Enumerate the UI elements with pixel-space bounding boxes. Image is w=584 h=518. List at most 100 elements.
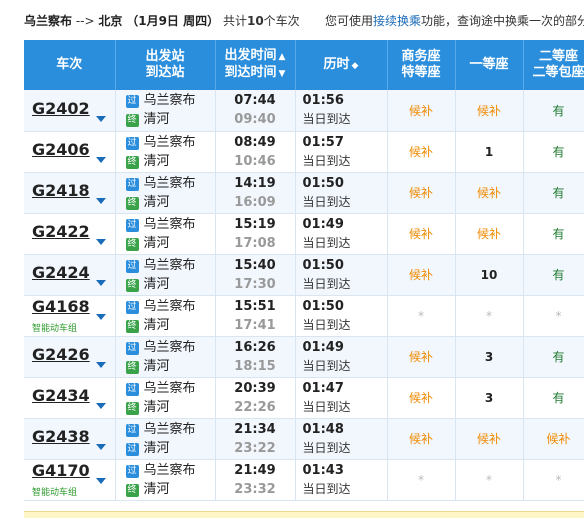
terminal-station-icon: 终: [125, 401, 139, 415]
chevron-down-icon[interactable]: [95, 362, 106, 368]
duration: 01:49: [302, 216, 344, 232]
chevron-down-icon[interactable]: [95, 198, 106, 204]
arrival-time: 22:26: [234, 399, 276, 415]
to-station: 清河: [143, 317, 170, 333]
business-seat-status: *: [387, 295, 456, 337]
business-seat-status[interactable]: 候补: [387, 336, 456, 378]
departure-time: 20:39: [234, 380, 276, 396]
train-cell: G4168 智能动车组: [24, 295, 116, 337]
second-class-status[interactable]: 有: [523, 172, 584, 214]
table-row[interactable]: G2406 过乌兰察布 终清河 08:49 10:46 01:57 当日到达 候…: [24, 131, 584, 173]
first-class-status[interactable]: 候补: [455, 213, 524, 255]
table-row[interactable]: G2438 过乌兰察布 过清河 21:34 23:22 01:48 当日到达 候…: [24, 418, 584, 460]
table-row[interactable]: G2402 过乌兰察布 终清河 07:44 09:40 01:56 当日到达 候…: [24, 90, 584, 132]
transfer-link[interactable]: 接续换乘: [373, 14, 422, 28]
train-number-link[interactable]: G2434: [32, 386, 90, 405]
chevron-down-icon[interactable]: [95, 115, 106, 122]
business-seat-status: *: [387, 459, 456, 501]
arrival-time: 17:30: [234, 276, 276, 292]
arrival-day: 当日到达: [302, 276, 351, 291]
time-cell: 15:40 17:30: [215, 254, 296, 296]
first-class-status[interactable]: 候补: [455, 90, 524, 132]
business-seat-status[interactable]: 候补: [387, 172, 456, 214]
second-class-status[interactable]: 候补: [523, 418, 584, 460]
train-number-link[interactable]: G2426: [32, 345, 90, 364]
train-number-link[interactable]: G2438: [32, 427, 90, 446]
second-class-status[interactable]: 有: [523, 131, 584, 173]
to-city: 北京: [98, 14, 123, 28]
time-cell: 21:34 23:22: [215, 418, 296, 460]
first-class-status[interactable]: 3: [455, 336, 524, 378]
to-station: 清河: [143, 399, 170, 415]
sort-icon[interactable]: ◆: [351, 60, 359, 71]
chevron-down-icon[interactable]: [95, 478, 106, 484]
table-row[interactable]: G4168 智能动车组 过乌兰察布 终清河 15:51 17:41 01:50 …: [24, 295, 584, 337]
second-class-status[interactable]: 有: [523, 213, 584, 255]
duration-cell: 01:57 当日到达: [295, 131, 388, 173]
pass-station-icon: 过: [125, 136, 139, 150]
train-number-link[interactable]: G4170: [32, 461, 90, 480]
duration: 01:47: [302, 380, 344, 396]
pass-station-icon: 过: [125, 95, 139, 109]
header-stations: 出发站 到达站: [115, 40, 216, 90]
table-header-row: 车次 出发站 到达站 出发时间 ▲ 到达时间 ▼ 历时 ◆ 商务座 特等座 一等座 二等座…: [24, 40, 584, 90]
second-class-status[interactable]: 有: [523, 254, 584, 296]
second-class-status[interactable]: 有: [523, 90, 584, 132]
sort-down-icon[interactable]: ▼: [278, 69, 286, 79]
chevron-down-icon[interactable]: [95, 314, 106, 320]
header-times[interactable]: 出发时间 ▲ 到达时间 ▼: [215, 40, 296, 90]
train-number-link[interactable]: G2402: [32, 98, 90, 118]
business-seat-status[interactable]: 候补: [387, 131, 456, 173]
table-row[interactable]: G2422 过乌兰察布 终清河 15:19 17:08 01:49 当日到达 候…: [24, 213, 584, 255]
chevron-down-icon[interactable]: [95, 444, 106, 450]
count-suffix: 个车次: [263, 14, 300, 28]
train-number-link[interactable]: G2424: [32, 263, 90, 282]
train-number-link[interactable]: G2418: [32, 181, 90, 200]
table-row[interactable]: G4170 智能动车组 过乌兰察布 终清河 21:49 23:32 01:43 …: [24, 459, 584, 501]
from-station: 乌兰察布: [143, 421, 196, 437]
train-number-link[interactable]: G2406: [32, 140, 90, 159]
table-row[interactable]: G2426 过乌兰察布 终清河 16:26 18:15 01:49 当日到达 候…: [24, 336, 584, 378]
departure-time: 07:44: [234, 93, 276, 109]
second-class-status[interactable]: 有: [523, 377, 584, 419]
business-seat-status[interactable]: 候补: [387, 418, 456, 460]
arrival-day: 当日到达: [302, 317, 351, 332]
sort-up-icon[interactable]: ▲: [278, 52, 286, 62]
from-station: 乌兰察布: [143, 380, 196, 396]
chevron-down-icon[interactable]: [95, 403, 106, 409]
business-seat-status[interactable]: 候补: [387, 90, 456, 132]
first-class-status[interactable]: 候补: [455, 172, 524, 214]
chevron-down-icon[interactable]: [95, 280, 106, 286]
terminal-station-icon: 终: [125, 483, 139, 497]
duration: 01:43: [302, 462, 344, 478]
station-cell: 过乌兰察布 终清河: [115, 213, 216, 255]
business-seat-status[interactable]: 候补: [387, 377, 456, 419]
train-number-link[interactable]: G2422: [32, 222, 90, 241]
first-class-status[interactable]: 3: [455, 377, 524, 419]
bottom-notice-strip: [24, 511, 584, 518]
table-row[interactable]: G2418 过乌兰察布 终清河 14:19 16:09 01:50 当日到达 候…: [24, 172, 584, 214]
table-row[interactable]: G2434 过乌兰察布 终清河 20:39 22:26 01:47 当日到达 候…: [24, 377, 584, 419]
duration: 01:50: [302, 257, 344, 273]
from-station: 乌兰察布: [143, 93, 196, 109]
first-class-status[interactable]: 候补: [455, 418, 524, 460]
business-seat-status[interactable]: 候补: [387, 254, 456, 296]
header-duration[interactable]: 历时 ◆: [295, 40, 388, 90]
business-seat-status[interactable]: 候补: [387, 213, 456, 255]
second-class-status[interactable]: 有: [523, 336, 584, 378]
arrival-time: 17:08: [234, 235, 276, 251]
station-cell: 过乌兰察布 终清河: [115, 254, 216, 296]
time-cell: 07:44 09:40: [215, 90, 296, 132]
pass-station-icon: 过: [125, 300, 139, 314]
train-cell: G2402: [24, 90, 116, 132]
chevron-down-icon[interactable]: [95, 239, 106, 245]
station-cell: 过乌兰察布 终清河: [115, 131, 216, 173]
time-cell: 15:19 17:08: [215, 213, 296, 255]
train-number-link[interactable]: G4168: [32, 297, 90, 316]
train-cell: G2406: [24, 131, 116, 173]
chevron-down-icon[interactable]: [95, 157, 106, 163]
table-row[interactable]: G2424 过乌兰察布 终清河 15:40 17:30 01:50 当日到达 候…: [24, 254, 584, 296]
first-class-status: *: [455, 295, 524, 337]
first-class-status[interactable]: 10: [455, 254, 524, 296]
first-class-status[interactable]: 1: [455, 131, 524, 173]
